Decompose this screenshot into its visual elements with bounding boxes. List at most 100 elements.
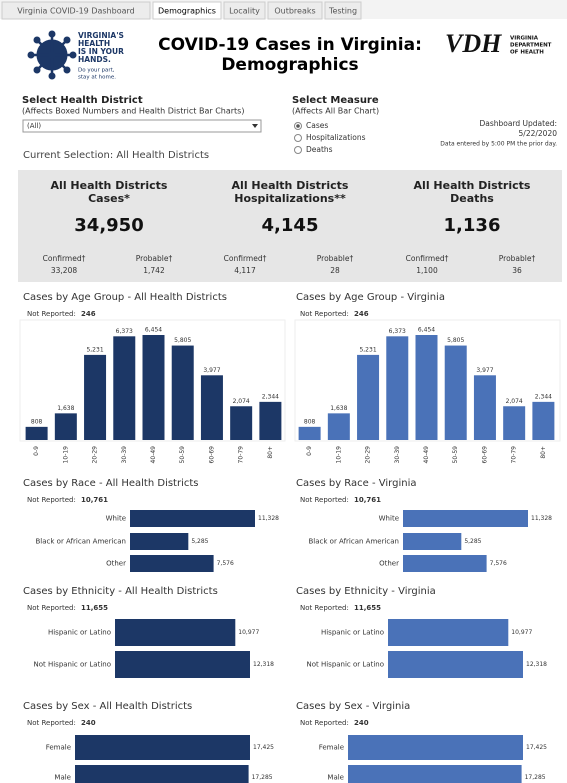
radio-label[interactable]: Deaths [306,145,333,154]
bar [415,335,438,440]
bar [171,345,194,440]
value-label: 10,977 [238,629,259,636]
logo-text: HANDS. [78,55,111,64]
radio-label[interactable]: Cases [306,121,328,130]
category-label: 10-19 [62,446,69,464]
value-label: 17,285 [252,774,273,781]
dropdown-value[interactable]: (All) [27,122,41,130]
bar [388,619,509,646]
category-label: 30-39 [394,446,401,464]
summary-total: 1,136 [444,215,501,236]
chart-title: Cases by Age Group - All Health District… [23,292,227,303]
value-label: 12,318 [526,661,547,668]
category-label: Other [379,560,399,568]
category-label: 70-79 [238,446,245,464]
category-label: White [106,515,126,523]
bar [403,510,528,527]
value-label: 5,231 [86,346,103,353]
value-label: 2,344 [535,393,552,400]
category-label: Black or African American [36,538,127,546]
confirmed-label: Confirmed† [406,254,449,263]
summary-title: Deaths [450,192,494,205]
category-label: Black or African American [309,538,400,546]
category-label: 30-39 [121,446,128,464]
value-label: 7,576 [490,560,507,567]
not-reported-label: Not Reported: [27,310,76,318]
bar [532,401,555,440]
category-label: 80+ [267,446,274,459]
category-label: Female [319,744,344,752]
value-label: 6,373 [116,328,133,335]
dropdown-arrow [252,124,258,128]
bar [327,413,350,440]
confirmed-label: Confirmed† [43,254,86,263]
value-label: 10,977 [511,629,532,636]
category-label: Other [106,560,126,568]
confirmed-value: 33,208 [51,266,77,275]
value-label: 2,344 [262,393,279,400]
summary-panel [18,170,562,282]
tab[interactable] [267,1,323,20]
not-reported-value: 11,655 [354,604,381,612]
summary-title: Hospitalizations** [234,192,346,205]
tab-label[interactable]: Outbreaks [274,7,315,16]
bar [230,406,253,440]
filter-note: (Affects All Bar Chart) [292,107,379,116]
bar [115,651,250,678]
chart-title: Cases by Ethnicity - Virginia [296,586,436,597]
bar [348,765,522,783]
category-label: Not Hispanic or Latino [306,661,384,669]
category-label: 40-49 [423,446,430,464]
current-selection: Current Selection: All Health Districts [23,150,209,161]
not-reported-label: Not Reported: [27,719,76,727]
bar [142,335,165,440]
filter-label: Select Health District [22,95,143,106]
tab[interactable] [1,1,151,20]
category-label: White [379,515,399,523]
value-label: 1,638 [330,405,347,412]
radio-label[interactable]: Hospitalizations [306,133,366,142]
bar [403,555,487,572]
confirmed-value: 4,117 [234,266,256,275]
tab[interactable] [152,1,222,20]
radio-button[interactable] [294,146,302,154]
tab-label[interactable]: Testing [328,7,357,16]
not-reported-label: Not Reported: [300,310,349,318]
category-label: 20-29 [92,446,99,464]
not-reported-value: 10,761 [354,496,381,504]
summary-title: All Health Districts [414,179,531,192]
value-label: 5,285 [464,538,481,545]
summary-title: Cases* [88,192,130,205]
bar [84,354,107,440]
tab-label[interactable]: Locality [229,7,260,16]
bar [75,735,250,760]
district-dropdown[interactable] [22,119,262,133]
probable-value: 1,742 [143,266,165,275]
tab[interactable] [324,1,362,20]
value-label: 6,454 [418,327,435,334]
category-label: 40-49 [150,446,157,464]
probable-value: 28 [330,266,340,275]
summary-total: 34,950 [74,215,143,236]
not-reported-value: 240 [81,719,96,727]
vdh-name: DEPARTMENT [510,43,552,49]
value-label: 17,425 [526,744,547,751]
page-title: Demographics [221,55,358,75]
not-reported-value: 11,655 [81,604,108,612]
bar [357,354,380,440]
category-label: 60-69 [208,446,215,464]
chart-title: Cases by Race - All Health Districts [23,478,199,489]
bar [444,345,467,440]
bar [403,533,462,550]
value-label: 2,074 [506,398,523,405]
radio-button[interactable] [294,134,302,142]
value-label: 12,318 [253,661,274,668]
chart-title: Cases by Race - Virginia [296,478,416,489]
tab[interactable] [223,1,266,20]
category-label: 20-29 [365,446,372,464]
tab-label[interactable]: Virginia COVID-19 Dashboard [17,7,134,16]
updated-note: Data entered by 5:00 PM the prior day. [440,141,557,148]
tab-label[interactable]: Demographics [158,7,216,16]
value-label: 17,425 [253,744,274,751]
value-label: 5,231 [359,346,376,353]
